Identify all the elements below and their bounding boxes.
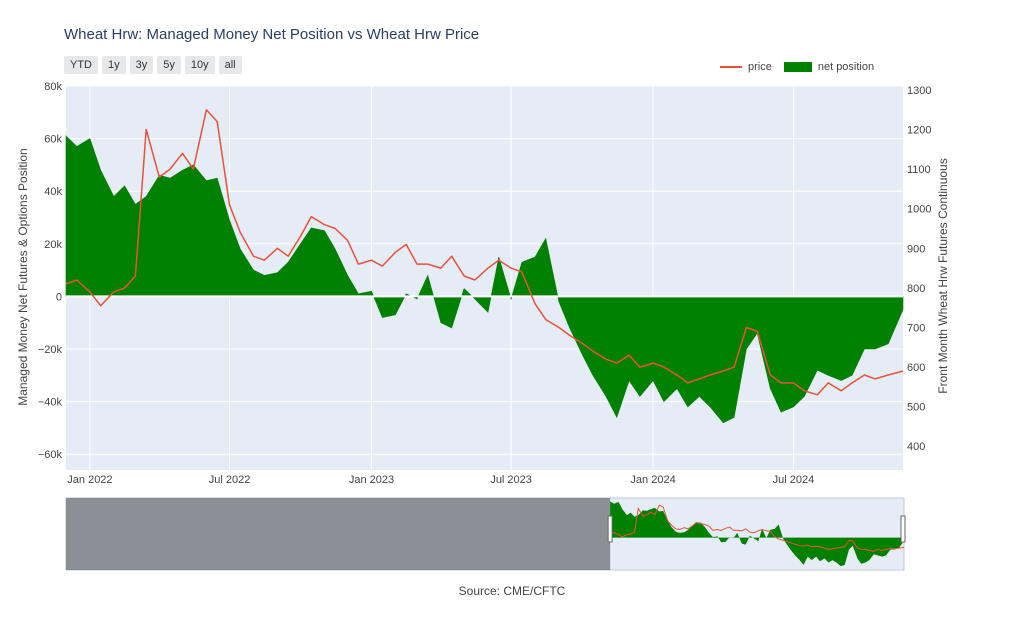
y-right-tick-label: 500 — [907, 402, 925, 414]
range-button-all[interactable]: all — [218, 56, 242, 74]
x-tick-label: Jul 2023 — [490, 474, 532, 486]
y-right-tick-label: 700 — [907, 322, 925, 334]
legend-label-price: price — [748, 61, 772, 73]
y-left-tick-label: 0 — [56, 291, 62, 303]
range-button-5y[interactable]: 5y — [157, 56, 181, 74]
legend-swatch-net-position — [783, 62, 812, 72]
range-slider-mask — [66, 498, 611, 570]
range-slider[interactable] — [65, 497, 906, 571]
range-selector: YTD 1y 3y 5y 10y all — [64, 56, 242, 74]
x-tick-label: Jan 2023 — [349, 474, 394, 486]
y-right-axis-title: Front Month Wheat Hrw Futures Continuous — [936, 158, 950, 393]
x-tick-label: Jan 2022 — [67, 474, 112, 486]
y-right-tick-label: 600 — [907, 362, 925, 374]
range-button-10y[interactable]: 10y — [184, 56, 215, 74]
range-slider-net-position — [610, 501, 904, 567]
y-right-tick-label: 1300 — [907, 85, 931, 97]
y-right-tick-label: 1000 — [907, 204, 931, 216]
y-right-tick-label: 800 — [907, 283, 925, 295]
y-right-tick-label: 1100 — [907, 164, 931, 176]
range-slider-handle-right[interactable] — [900, 515, 906, 543]
y-left-tick-label: 40k — [44, 186, 62, 198]
y-left-tick-labels: 80k 60k 40k 20k 0 −20k −40k −60k — [38, 81, 63, 461]
legend-item-price[interactable]: price — [720, 61, 772, 73]
price-line[interactable] — [65, 109, 904, 396]
y-left-axis-title: Managed Money Net Futures & Options Posi… — [16, 148, 30, 405]
x-tick-labels: Jan 2022 Jul 2022 Jan 2023 Jul 2023 Jan 2024… — [67, 474, 814, 486]
legend-swatch-price — [720, 66, 742, 68]
y-left-tick-label: −40k — [38, 397, 63, 409]
y-left-tick-label: 80k — [44, 81, 62, 93]
range-button-1y[interactable]: 1y — [102, 56, 126, 74]
y-right-tick-label: 900 — [907, 243, 925, 255]
range-button-3y[interactable]: 3y — [129, 56, 154, 74]
y-left-tick-label: −20k — [38, 344, 63, 356]
y-right-tick-label: 400 — [907, 441, 925, 453]
y-right-tick-labels: 1300 1200 1100 1000 900 800 700 600 500 400 — [907, 85, 931, 453]
y-left-tick-label: −60k — [38, 449, 63, 461]
chart-title: Wheat Hrw: Managed Money Net Position vs… — [64, 26, 480, 43]
x-tick-label: Jul 2024 — [773, 474, 815, 486]
legend-item-net-position[interactable]: net position — [783, 61, 875, 73]
range-slider-handle-left[interactable] — [607, 515, 613, 543]
range-slider-price — [610, 504, 905, 552]
y-left-tick-label: 60k — [44, 134, 62, 146]
y-left-tick-label: 20k — [44, 239, 62, 251]
net-position-area[interactable] — [65, 135, 904, 424]
y-right-tick-label: 1200 — [907, 125, 931, 137]
legend-label-net-position: net position — [817, 61, 875, 73]
x-tick-label: Jul 2022 — [209, 474, 251, 486]
legend: price net position — [720, 61, 886, 73]
plot-series — [65, 109, 904, 424]
source-caption: Source: CME/CFTC — [458, 584, 566, 598]
chart-canvas[interactable]: 80k 60k 40k 20k 0 −20k −40k −60k 1300 1200 1100 10… — [0, 0, 1024, 580]
x-tick-label: Jan 2024 — [630, 474, 675, 486]
range-button-ytd[interactable]: YTD — [64, 56, 98, 74]
